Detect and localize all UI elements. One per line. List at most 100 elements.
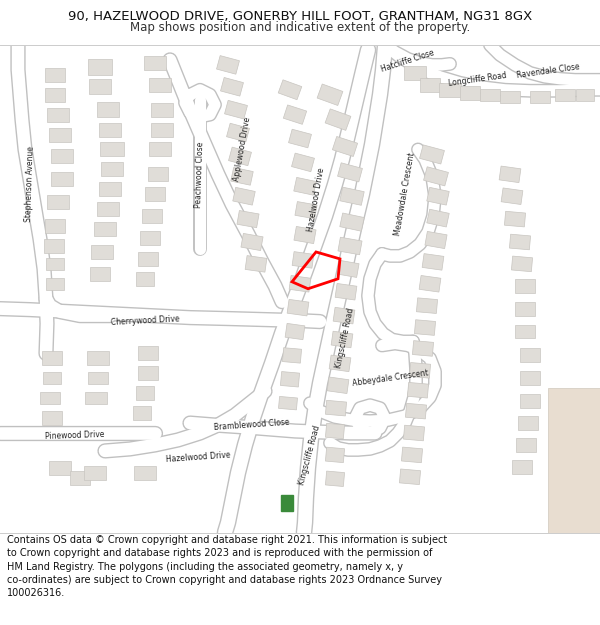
- Bar: [515, 324, 535, 339]
- Bar: [512, 460, 532, 474]
- Bar: [237, 211, 259, 227]
- Bar: [224, 101, 247, 119]
- Bar: [97, 102, 119, 117]
- Bar: [90, 267, 110, 281]
- Bar: [327, 377, 349, 394]
- Bar: [51, 173, 73, 186]
- Bar: [245, 256, 267, 272]
- Bar: [294, 226, 316, 244]
- Bar: [427, 188, 449, 205]
- Text: Applewood Drive: Applewood Drive: [232, 117, 252, 182]
- Bar: [515, 302, 535, 316]
- Bar: [45, 88, 65, 102]
- Bar: [138, 252, 158, 266]
- Bar: [340, 213, 364, 231]
- Bar: [338, 162, 362, 182]
- Bar: [133, 406, 151, 420]
- Bar: [89, 79, 111, 94]
- Bar: [231, 168, 253, 185]
- Text: Hatcliffe Close: Hatcliffe Close: [380, 48, 436, 74]
- Bar: [295, 202, 317, 219]
- Bar: [555, 89, 575, 101]
- Bar: [40, 392, 60, 404]
- Bar: [144, 56, 166, 70]
- Bar: [70, 471, 90, 485]
- Bar: [409, 362, 431, 378]
- Bar: [530, 91, 550, 103]
- Bar: [149, 142, 171, 156]
- Bar: [45, 68, 65, 82]
- Bar: [94, 222, 116, 236]
- Bar: [87, 351, 109, 366]
- Bar: [407, 382, 428, 398]
- Bar: [325, 109, 351, 131]
- Bar: [325, 447, 344, 462]
- Bar: [331, 331, 353, 348]
- Text: Hazelwood Drive: Hazelwood Drive: [166, 450, 230, 464]
- Bar: [576, 89, 594, 101]
- Bar: [419, 145, 445, 164]
- Text: Ravendale Close: Ravendale Close: [516, 62, 580, 80]
- Bar: [88, 59, 112, 75]
- Bar: [501, 188, 523, 204]
- Bar: [51, 149, 73, 163]
- Bar: [425, 231, 447, 249]
- Bar: [338, 238, 362, 255]
- Bar: [85, 392, 107, 404]
- Bar: [47, 195, 69, 209]
- Bar: [424, 167, 448, 186]
- Bar: [145, 188, 165, 201]
- Bar: [515, 279, 535, 292]
- Bar: [419, 276, 441, 292]
- Text: Abbeydale Crescent: Abbeydale Crescent: [352, 369, 428, 388]
- Bar: [280, 372, 299, 387]
- Bar: [294, 177, 316, 195]
- Bar: [281, 495, 293, 511]
- Bar: [283, 105, 307, 124]
- Bar: [217, 56, 239, 74]
- Text: Hazelwood Drive: Hazelwood Drive: [306, 166, 326, 232]
- Text: Longcliffe Road: Longcliffe Road: [448, 71, 508, 88]
- Bar: [99, 182, 121, 196]
- Text: Meadowdale Crescent: Meadowdale Crescent: [393, 152, 417, 237]
- Bar: [406, 403, 427, 419]
- Bar: [329, 355, 351, 372]
- Bar: [241, 233, 263, 251]
- Bar: [403, 425, 425, 441]
- Bar: [422, 254, 444, 270]
- Bar: [49, 127, 71, 141]
- Text: Bramblewood Close: Bramblewood Close: [214, 418, 290, 432]
- Text: 90, HAZELWOOD DRIVE, GONERBY HILL FOOT, GRANTHAM, NG31 8GX: 90, HAZELWOOD DRIVE, GONERBY HILL FOOT, …: [68, 10, 532, 23]
- Text: Map shows position and indicative extent of the property.: Map shows position and indicative extent…: [130, 21, 470, 34]
- Bar: [335, 284, 357, 300]
- Bar: [138, 346, 158, 361]
- Bar: [134, 466, 156, 480]
- Bar: [283, 348, 302, 363]
- Bar: [520, 394, 540, 408]
- Bar: [221, 78, 244, 96]
- Bar: [278, 80, 302, 100]
- Bar: [499, 166, 521, 182]
- Bar: [151, 122, 173, 136]
- Bar: [509, 234, 530, 250]
- Bar: [400, 469, 421, 484]
- Bar: [140, 231, 160, 245]
- Bar: [332, 136, 358, 156]
- Bar: [47, 107, 69, 122]
- Bar: [278, 396, 298, 410]
- Bar: [289, 276, 311, 292]
- Bar: [500, 91, 520, 103]
- Bar: [325, 471, 344, 486]
- Bar: [415, 320, 436, 336]
- Bar: [289, 129, 311, 148]
- Bar: [138, 366, 158, 380]
- Bar: [44, 239, 64, 253]
- Bar: [101, 162, 123, 176]
- Text: Kingscliffe Road: Kingscliffe Road: [298, 424, 322, 486]
- Bar: [505, 211, 526, 227]
- Bar: [340, 187, 364, 205]
- Bar: [45, 219, 65, 233]
- Bar: [404, 66, 426, 80]
- Bar: [460, 86, 480, 100]
- Bar: [233, 188, 255, 205]
